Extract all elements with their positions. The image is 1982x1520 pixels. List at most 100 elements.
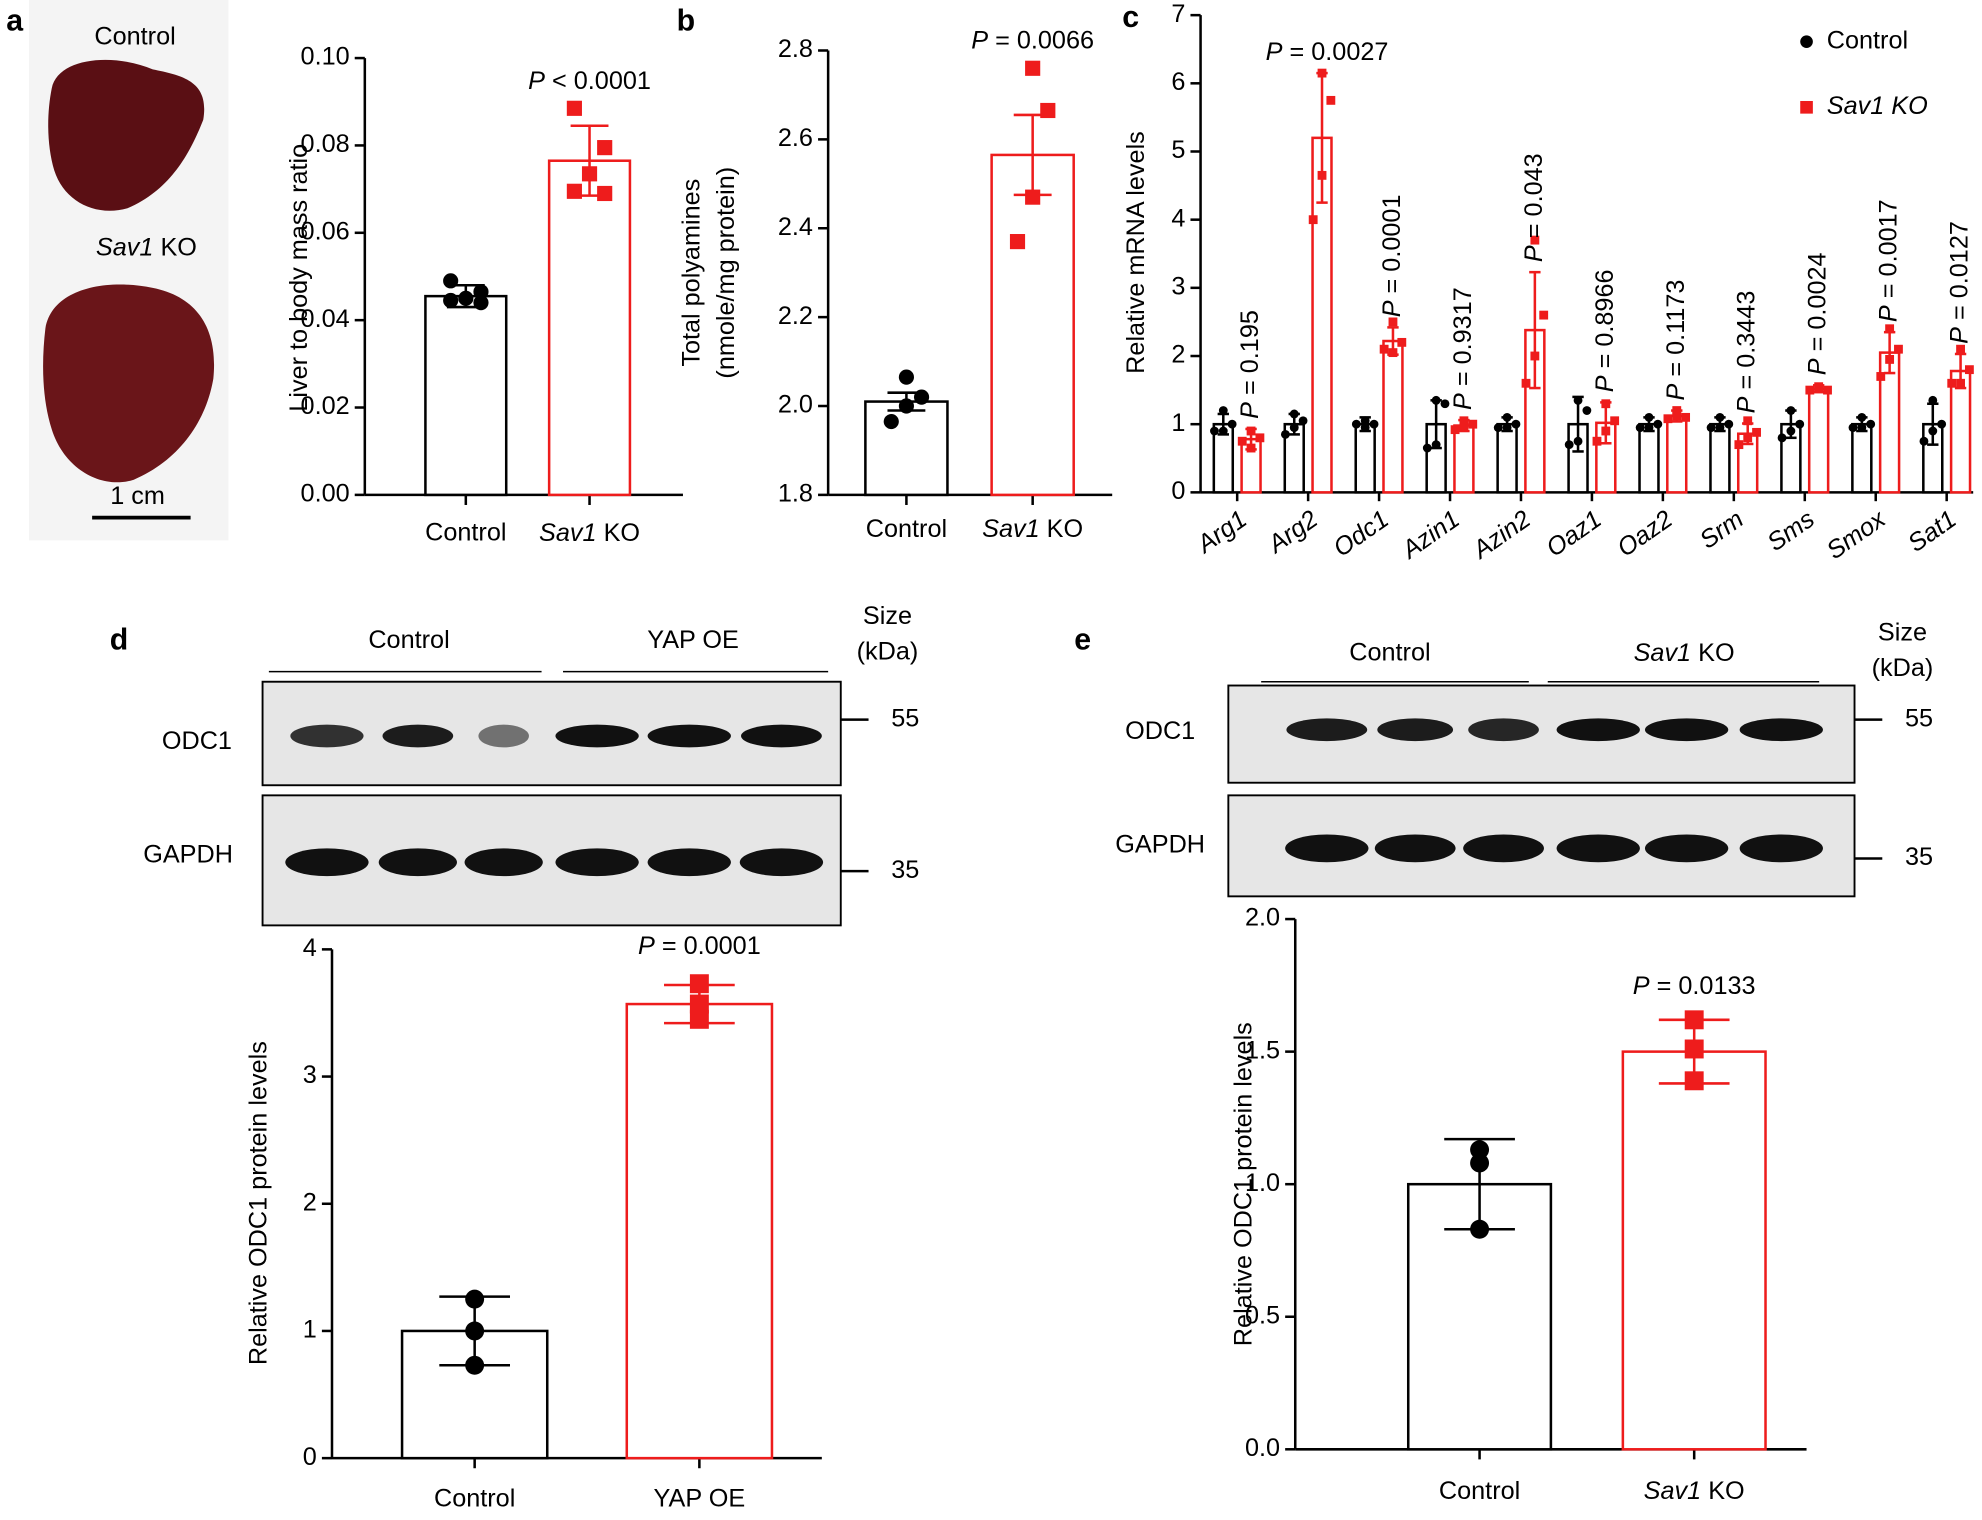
data-point [1777, 433, 1787, 443]
blot-band [1286, 718, 1368, 742]
x-tick-label: Control [1439, 1477, 1520, 1505]
bar [1406, 1182, 1553, 1451]
data-point [1582, 406, 1592, 415]
photo-label: Control [94, 23, 175, 51]
y-tick-label: 1 [1171, 409, 1185, 437]
lane-header: YAP OE [647, 626, 739, 654]
bar [1621, 1050, 1767, 1451]
data-point [1246, 426, 1256, 436]
data-point [1025, 189, 1041, 205]
y-tick-label: 1.5 [1245, 1036, 1280, 1064]
y-tick-label: 0.5 [1245, 1301, 1280, 1329]
data-point [1644, 412, 1654, 422]
bar [1354, 422, 1376, 494]
data-point [1388, 317, 1398, 327]
panel-label: e [1074, 623, 1091, 656]
data-point [1937, 419, 1947, 429]
y-tick-label: 4 [303, 934, 317, 962]
x-tick-label: Sav1 KO [1644, 1477, 1745, 1505]
y-tick-label: 0.08 [301, 130, 350, 158]
data-point [1218, 406, 1228, 415]
annotation: P = 0.0001 [638, 932, 761, 960]
annotation: P < 0.0001 [528, 67, 651, 95]
data-point [1502, 423, 1512, 433]
blot-band [647, 724, 731, 748]
data-point [581, 166, 598, 182]
data-point [473, 295, 489, 311]
data-point [1928, 395, 1938, 405]
data-point [1009, 234, 1026, 250]
y-axis-label: Relative ODC1 protein levels [1229, 1022, 1257, 1346]
y-axis-label: (nmole/mg protein) [712, 167, 740, 379]
lane-header: Sav1 KO [1634, 639, 1735, 667]
data-point [1706, 423, 1716, 433]
annotation: P = 0.3443 [1732, 291, 1760, 414]
y-tick-label: 3 [1171, 273, 1185, 301]
y-tick-label: 4 [1171, 204, 1185, 232]
data-point [1814, 384, 1824, 394]
data-point [1470, 1219, 1490, 1239]
x-tick-label: Arg2 [1262, 505, 1323, 560]
data-point [898, 398, 914, 414]
annotation: P = 0.0027 [1266, 38, 1389, 66]
data-point [1592, 436, 1602, 446]
data-point [1289, 409, 1299, 419]
row-label: GAPDH [143, 841, 233, 869]
data-point [1470, 1153, 1490, 1173]
blot-band [1739, 834, 1823, 863]
blot-band [1374, 834, 1456, 863]
blot-band [1644, 834, 1729, 863]
data-point [1025, 60, 1041, 76]
y-tick-label: 1.0 [1245, 1169, 1280, 1197]
data-point [1681, 412, 1691, 422]
data-point [1298, 416, 1308, 426]
x-tick-label: Sms [1762, 505, 1820, 557]
data-point [443, 273, 459, 289]
data-point [1431, 440, 1441, 450]
y-tick-label: 2.4 [778, 213, 813, 241]
x-tick-label: Control [425, 519, 506, 547]
marker-label: 55 [891, 704, 919, 732]
data-point [689, 994, 709, 1014]
marker-label: 35 [1905, 843, 1933, 871]
annotation: P = 0.0133 [1633, 972, 1756, 1000]
blot-band [1556, 718, 1640, 742]
bar [1382, 339, 1404, 494]
data-point [1564, 440, 1574, 450]
y-tick-label: 2.0 [778, 391, 813, 419]
data-point [1470, 1140, 1490, 1160]
x-tick-label: YAP OE [654, 1484, 746, 1512]
x-tick-label: Odc1 [1328, 505, 1393, 563]
data-point [443, 292, 459, 309]
x-tick-label: Azin2 [1466, 505, 1535, 565]
bar [1496, 422, 1518, 494]
bar [1666, 414, 1688, 494]
y-tick-label: 0 [303, 1443, 317, 1471]
data-point [1734, 440, 1744, 450]
data-point [566, 100, 582, 116]
data-point [1459, 416, 1469, 426]
data-point [1493, 423, 1503, 433]
data-point [1885, 355, 1895, 364]
data-point [1684, 1071, 1704, 1091]
y-axis-label: Relative ODC1 protein levels [245, 1041, 273, 1365]
panel-label: b [677, 5, 696, 38]
data-point [1326, 95, 1336, 105]
y-tick-label: 0 [1171, 477, 1185, 505]
blot-band [1739, 718, 1823, 742]
liver-ko [43, 284, 215, 483]
data-point [1468, 419, 1478, 429]
bar [1709, 422, 1731, 494]
data-point [1786, 406, 1796, 415]
legend-marker [1800, 100, 1813, 114]
data-point [1246, 443, 1256, 453]
data-point [1857, 423, 1867, 433]
size-label: (kDa) [857, 637, 919, 665]
blot-band [1285, 834, 1369, 863]
data-point [1964, 365, 1974, 375]
data-point [1786, 426, 1796, 436]
data-point [1928, 426, 1938, 436]
data-point [1947, 378, 1957, 388]
blot-band [382, 724, 454, 748]
blot-band [290, 724, 364, 748]
